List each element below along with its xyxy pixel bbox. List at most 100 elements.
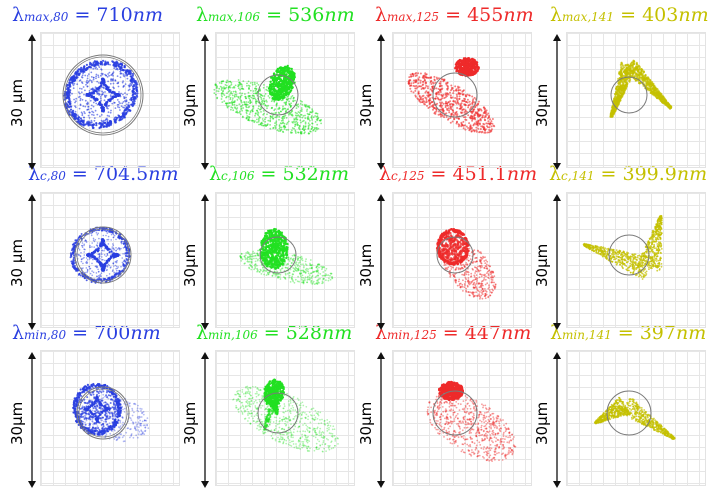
spot-point	[246, 85, 248, 87]
spot-point	[82, 99, 84, 101]
spot-point	[99, 256, 101, 258]
spot-point	[312, 130, 314, 132]
spot-point	[89, 124, 91, 126]
spot-point	[231, 84, 233, 86]
spot-point	[85, 84, 87, 86]
spot-point	[91, 105, 93, 107]
spot-point	[122, 263, 124, 265]
spot-point	[314, 115, 316, 117]
spot-point	[490, 122, 492, 124]
spot-point	[69, 103, 71, 105]
spot-point	[300, 110, 302, 112]
spot-point	[226, 80, 228, 82]
spot-point	[96, 93, 98, 95]
spot-point	[466, 59, 468, 61]
spot-point	[125, 255, 127, 257]
spot-point	[430, 88, 432, 90]
spot-point	[424, 97, 426, 99]
spot-point	[278, 112, 280, 114]
spot-point	[83, 248, 85, 250]
spot-point	[459, 98, 461, 100]
spot-point	[431, 101, 433, 103]
spot-point	[433, 83, 435, 85]
spot-point	[87, 78, 89, 80]
spot-point	[641, 74, 643, 76]
spot-point	[476, 131, 478, 133]
spot-diagram	[392, 32, 530, 166]
spot-point	[107, 81, 109, 83]
spot-point	[128, 102, 130, 104]
spot-point	[258, 119, 260, 121]
spot-point	[315, 121, 317, 123]
spot-point	[80, 255, 82, 257]
spot-point	[471, 96, 473, 98]
spot-point	[103, 230, 105, 232]
spot-point	[296, 113, 298, 115]
spot-point	[453, 114, 455, 116]
spot-point	[269, 97, 271, 99]
spot-point	[417, 78, 419, 80]
spot-point	[297, 132, 299, 134]
spot-point	[459, 65, 461, 67]
spot-point	[280, 93, 282, 95]
spot-point	[273, 127, 275, 129]
spot-point	[408, 83, 410, 85]
spot-point	[108, 239, 110, 241]
spot-point	[86, 263, 88, 265]
spot-point	[229, 94, 231, 96]
spot-point	[289, 85, 291, 87]
spot-point	[275, 126, 277, 128]
spot-point	[97, 87, 99, 89]
spot-point	[97, 75, 99, 77]
spot-point	[234, 106, 236, 108]
spot-point	[287, 67, 289, 69]
spot-point	[93, 79, 95, 81]
spot-point	[110, 249, 112, 251]
spot-point	[103, 123, 105, 125]
spot-point	[96, 114, 98, 116]
spot-point	[86, 80, 88, 82]
spot-point	[87, 103, 89, 105]
spot-point	[75, 98, 77, 100]
spot-point	[106, 269, 108, 271]
spot-point	[632, 60, 634, 62]
spot-point	[250, 97, 252, 99]
spot-point	[488, 123, 490, 125]
spot-point	[123, 261, 125, 263]
spot-point	[652, 91, 654, 93]
spot-point	[643, 70, 645, 72]
spot-point	[103, 250, 105, 252]
spot-point	[456, 123, 458, 125]
spot-point	[231, 102, 233, 104]
spot-point	[278, 116, 280, 118]
spot-point	[136, 92, 138, 94]
spot-point	[433, 112, 435, 114]
spot-point	[123, 85, 125, 87]
spot-point	[457, 102, 459, 104]
spot-point	[124, 74, 126, 76]
spot-point	[284, 123, 286, 125]
spot-point	[114, 102, 116, 104]
spot-point	[107, 87, 109, 89]
spot-point	[311, 115, 313, 117]
spot-point	[102, 92, 104, 94]
spot-point	[437, 97, 439, 99]
spot-point	[241, 88, 243, 90]
spot-point	[118, 101, 120, 103]
spot-point	[242, 104, 244, 106]
spot-point	[480, 120, 482, 122]
spot-point	[81, 114, 83, 116]
spot-point	[94, 241, 96, 243]
spot-point	[267, 120, 269, 122]
spot-point	[471, 64, 473, 66]
spot-point	[292, 115, 294, 117]
spot-point	[414, 88, 416, 90]
spot-point	[102, 82, 104, 84]
spot-point	[92, 68, 94, 70]
spot-point	[637, 75, 639, 77]
spot-point	[91, 76, 93, 78]
spot-point	[260, 109, 262, 111]
spot-point	[98, 238, 100, 240]
spot-point	[74, 265, 76, 267]
spot-point	[482, 116, 484, 118]
